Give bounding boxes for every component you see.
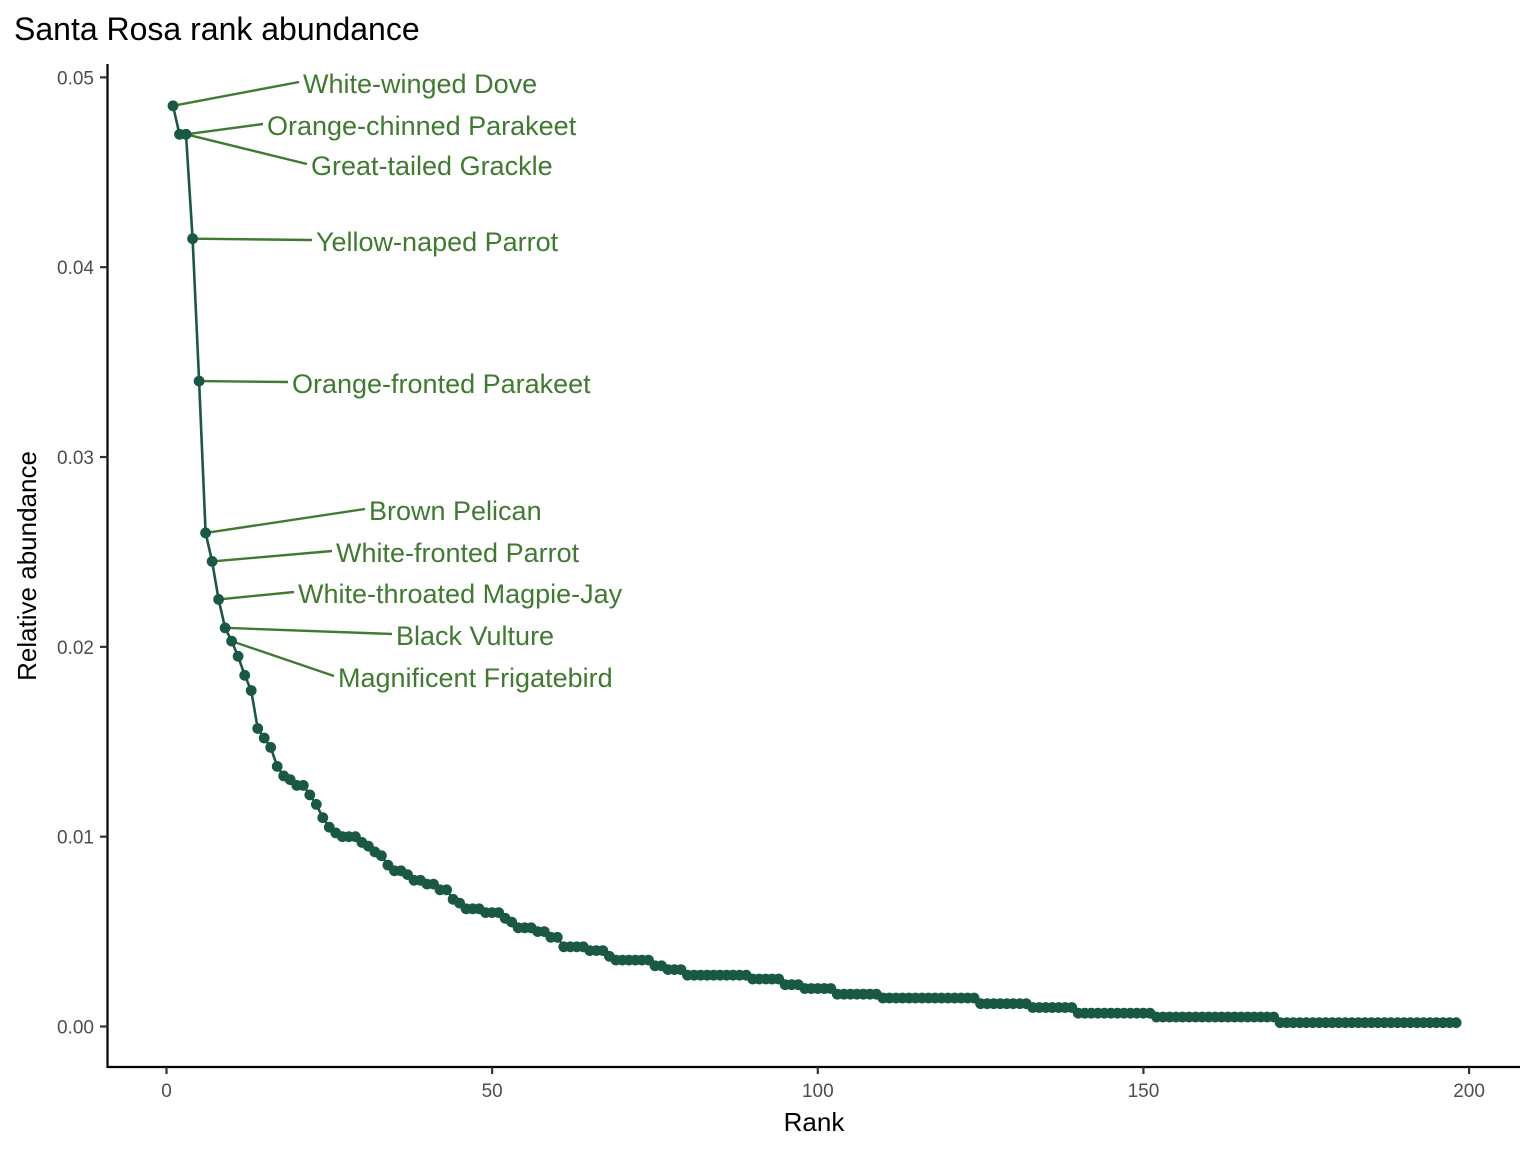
data-point bbox=[317, 812, 329, 824]
data-point bbox=[551, 931, 563, 943]
annotation-leader-line bbox=[185, 133, 308, 166]
y-tick-label: 0.00 bbox=[57, 1018, 94, 1039]
annotation-leader-line bbox=[205, 507, 366, 535]
x-tick-label: 200 bbox=[1453, 1081, 1485, 1102]
species-label: White-fronted Parrot bbox=[336, 538, 580, 568]
data-point bbox=[232, 650, 244, 662]
annotation-leader-line bbox=[218, 590, 295, 601]
annotation-layer: White-winged Dove Orange-chinned Parakeet… bbox=[172, 69, 623, 693]
annotation-leader-line bbox=[211, 549, 333, 563]
y-axis-title: Relative abundance bbox=[12, 451, 42, 681]
data-point bbox=[206, 556, 218, 567]
annotation-leader-line bbox=[172, 80, 300, 108]
annotation-leader-line bbox=[192, 237, 313, 242]
data-point bbox=[245, 685, 257, 696]
x-tick-label: 50 bbox=[482, 1081, 503, 1102]
annotation-leader-line bbox=[199, 379, 289, 384]
x-axis-title: Rank bbox=[784, 1107, 846, 1137]
axes: 0 50 100 150 200 0.00 0.01 0.02 0.03 0.04 0.05 bbox=[57, 64, 1520, 1102]
data-point bbox=[187, 233, 199, 245]
data-point bbox=[1450, 1017, 1462, 1029]
species-label: Brown Pelican bbox=[369, 496, 542, 526]
x-tick-label: 150 bbox=[1128, 1081, 1160, 1102]
y-tick-label: 0.02 bbox=[57, 638, 94, 659]
annotation-leader-line bbox=[185, 122, 264, 136]
data-point bbox=[180, 128, 192, 140]
data-point bbox=[304, 789, 316, 801]
x-axis-ticks: 0 50 100 150 200 bbox=[161, 1067, 1485, 1102]
species-label: White-winged Dove bbox=[303, 69, 537, 99]
data-point bbox=[310, 799, 322, 810]
data-point bbox=[219, 622, 231, 634]
species-label: Orange-chinned Parakeet bbox=[267, 111, 577, 141]
data-point bbox=[226, 635, 238, 647]
data-point bbox=[271, 761, 283, 772]
y-tick-label: 0.03 bbox=[57, 448, 94, 469]
data-point bbox=[200, 527, 212, 539]
data-point bbox=[239, 669, 251, 681]
species-label: Magnificent Frigatebird bbox=[338, 663, 613, 693]
y-tick-label: 0.04 bbox=[57, 258, 94, 279]
species-label: White-throated Magpie-Jay bbox=[298, 579, 623, 609]
chart-title: Santa Rosa rank abundance bbox=[14, 11, 420, 47]
data-points bbox=[167, 100, 1462, 1029]
data-point bbox=[167, 100, 179, 112]
annotation-leader-line bbox=[225, 626, 393, 636]
species-label: Orange-fronted Parakeet bbox=[292, 369, 591, 399]
data-point bbox=[297, 780, 309, 791]
data-point bbox=[258, 732, 270, 744]
data-point bbox=[252, 723, 264, 734]
x-tick-label: 100 bbox=[802, 1081, 834, 1102]
plot-area: White-winged Dove Orange-chinned Parakeet… bbox=[167, 69, 1462, 1029]
species-label: Yellow-naped Parrot bbox=[316, 227, 559, 257]
species-label: Great-tailed Grackle bbox=[311, 151, 553, 181]
data-point bbox=[213, 594, 225, 605]
x-tick-label: 0 bbox=[161, 1081, 172, 1102]
y-tick-label: 0.01 bbox=[57, 828, 94, 849]
data-point bbox=[376, 850, 387, 862]
annotation-leader-line bbox=[231, 640, 335, 678]
species-label: Black Vulture bbox=[396, 621, 554, 651]
y-axis-ticks: 0.00 0.01 0.02 0.03 0.04 0.05 bbox=[57, 68, 108, 1039]
data-point bbox=[441, 884, 452, 896]
data-point bbox=[193, 375, 205, 387]
data-point bbox=[265, 742, 277, 753]
y-tick-label: 0.05 bbox=[57, 68, 94, 89]
